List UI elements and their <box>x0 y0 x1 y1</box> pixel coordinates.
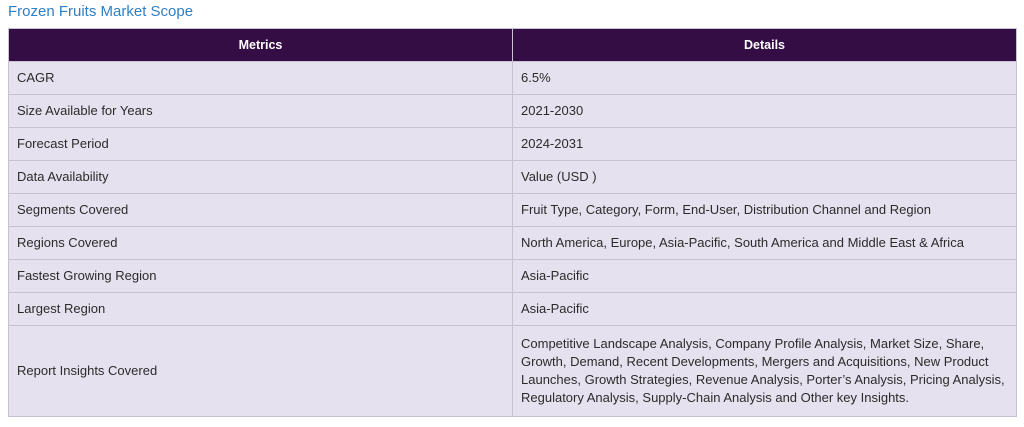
detail-cell: Asia-Pacific <box>512 292 1017 326</box>
metric-cell: Forecast Period <box>8 127 513 161</box>
detail-cell: 2021-2030 <box>512 94 1017 128</box>
metric-cell: Report Insights Covered <box>8 325 513 417</box>
table-row: Segments Covered Fruit Type, Category, F… <box>8 193 1017 227</box>
market-scope-table: Metrics Details CAGR 6.5% Size Available… <box>8 28 1017 417</box>
metric-cell: Largest Region <box>8 292 513 326</box>
detail-cell: Asia-Pacific <box>512 259 1017 293</box>
table-row: Regions Covered North America, Europe, A… <box>8 226 1017 260</box>
metric-cell: Size Available for Years <box>8 94 513 128</box>
detail-cell: 2024-2031 <box>512 127 1017 161</box>
table-row: Forecast Period 2024-2031 <box>8 127 1017 161</box>
table-header-row: Metrics Details <box>8 28 1017 62</box>
detail-cell: 6.5% <box>512 61 1017 95</box>
metric-cell: Fastest Growing Region <box>8 259 513 293</box>
detail-cell: North America, Europe, Asia-Pacific, Sou… <box>512 226 1017 260</box>
table-row: Report Insights Covered Competitive Land… <box>8 325 1017 417</box>
table-row: Fastest Growing Region Asia-Pacific <box>8 259 1017 293</box>
table-row: Largest Region Asia-Pacific <box>8 292 1017 326</box>
metric-cell: CAGR <box>8 61 513 95</box>
table-row: Data Availability Value (USD ) <box>8 160 1017 194</box>
detail-cell: Competitive Landscape Analysis, Company … <box>512 325 1017 417</box>
detail-cell: Fruit Type, Category, Form, End-User, Di… <box>512 193 1017 227</box>
detail-cell: Value (USD ) <box>512 160 1017 194</box>
metric-cell: Regions Covered <box>8 226 513 260</box>
table-row: Size Available for Years 2021-2030 <box>8 94 1017 128</box>
page-title: Frozen Fruits Market Scope <box>8 3 194 20</box>
column-header-metrics: Metrics <box>8 28 513 62</box>
metric-cell: Segments Covered <box>8 193 513 227</box>
metric-cell: Data Availability <box>8 160 513 194</box>
column-header-details: Details <box>512 28 1017 62</box>
table-row: CAGR 6.5% <box>8 61 1017 95</box>
